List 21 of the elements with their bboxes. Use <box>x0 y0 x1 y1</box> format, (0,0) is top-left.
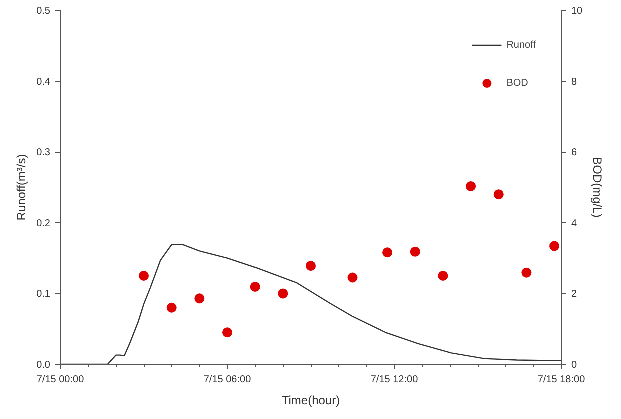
x-tick-label: 7/15 12:00 <box>370 374 419 386</box>
legend-label: Runoff <box>506 40 536 50</box>
y2-tick-label: 0 <box>572 360 578 371</box>
y2-tick-label: 10 <box>572 6 584 17</box>
x-tick-label: 7/15 00:00 <box>36 374 85 386</box>
x-tick-label: 7/15 18:00 <box>538 374 586 386</box>
y2-axis-title: BOD(mg/L) <box>590 157 605 218</box>
y-tick-label: 0.3 <box>36 148 51 159</box>
y-tick-label: 0.0 <box>36 360 51 371</box>
x-axis-title: Time(hour) <box>282 394 340 408</box>
y2-tick-label: 8 <box>572 76 578 88</box>
y-tick-label: 0.4 <box>36 76 51 88</box>
y-tick-label: 0.5 <box>36 6 51 17</box>
y-axis-title: Runoff(m³/s) <box>14 154 29 221</box>
y2-tick-label: 4 <box>572 218 578 230</box>
y-tick-label: 0.2 <box>36 218 51 230</box>
x-tick-label: 7/15 06:00 <box>204 374 252 386</box>
y2-tick-label: 6 <box>572 148 578 159</box>
y2-tick-label: 2 <box>572 289 578 300</box>
y-tick-label: 0.1 <box>36 289 51 300</box>
legend-label: BOD <box>506 78 528 88</box>
